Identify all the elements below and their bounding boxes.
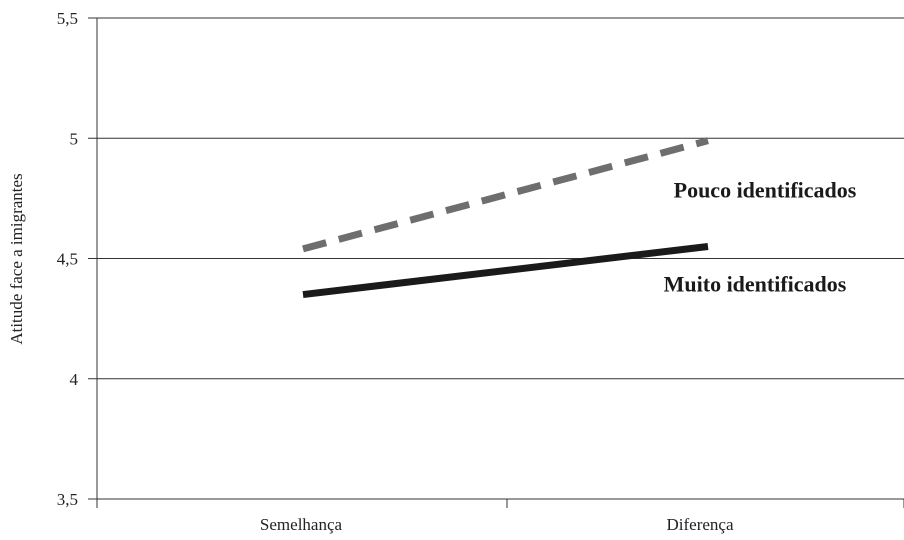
y-tick-label: 5 xyxy=(70,129,79,148)
x-tick-label: Semelhança xyxy=(260,515,343,534)
series-line-pouco-identificados xyxy=(302,137,709,253)
series-lines xyxy=(302,137,709,299)
series-label: Muito identificados xyxy=(664,271,847,296)
y-axis-title: Atitude face a imigrantes xyxy=(7,173,26,344)
grid-lines xyxy=(88,17,904,500)
axes: 3,5 4 4,5 5 5,5 Semelhança Diferença xyxy=(57,9,904,534)
x-tick-label: Diferença xyxy=(666,515,733,534)
series-labels: Pouco identificados Muito identificados xyxy=(664,178,857,297)
y-tick-label: 3,5 xyxy=(57,490,78,509)
series-line-muito-identificados xyxy=(302,242,709,299)
series-label: Pouco identificados xyxy=(674,178,857,203)
y-tick-label: 4,5 xyxy=(57,250,78,269)
y-tick-label: 5,5 xyxy=(57,9,78,28)
y-tick-label: 4 xyxy=(70,370,79,389)
